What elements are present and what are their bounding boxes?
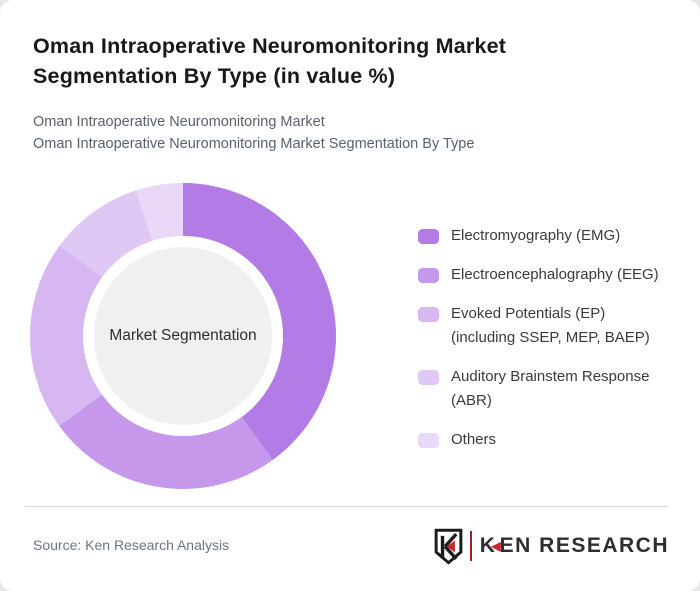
legend-item-others: Others <box>418 428 680 452</box>
legend-label-ep: Evoked Potentials (EP) (including SSEP, … <box>451 305 650 346</box>
page-title-line-1: Oman Intraoperative Neuromonitoring Mark… <box>33 34 507 58</box>
legend-item-ep: Evoked Potentials (EP) (including SSEP, … <box>418 302 680 350</box>
legend-swatch-ep <box>418 307 439 322</box>
wordmark-k: K <box>479 534 497 557</box>
donut-hole: Market Segmentation <box>83 236 283 436</box>
ken-research-shield-icon <box>434 528 463 565</box>
wordmark-rest: EN RESEARCH <box>499 534 669 557</box>
donut-center-label: Market Segmentation <box>109 327 257 344</box>
legend-item-eeg: Electroencephalography (EEG) <box>418 263 680 287</box>
chart-legend: Electromyography (EMG) Electroencephalog… <box>418 224 680 452</box>
page-title-line-2: Segmentation By Type (in value %) <box>33 64 396 88</box>
legend-label-eeg: Electroencephalography (EEG) <box>451 266 659 283</box>
ken-research-logo: K◀EN RESEARCH <box>434 526 669 566</box>
logo-divider-bar <box>469 531 472 561</box>
legend-item-abr: Auditory Brainstem Response (ABR) <box>418 365 680 413</box>
legend-swatch-abr <box>418 370 439 385</box>
legend-label-others: Others <box>451 431 497 448</box>
subtitle-line-2: Oman Intraoperative Neuromonitoring Mark… <box>33 136 475 152</box>
chart-subtitle: Oman Intraoperative Neuromonitoring Mark… <box>33 111 474 155</box>
logo-wordmark: K◀EN RESEARCH <box>480 534 669 558</box>
page-title: Oman Intraoperative Neuromonitoring Mark… <box>33 31 506 91</box>
legend-label-abr: Auditory Brainstem Response (ABR) <box>451 368 650 409</box>
legend-swatch-others <box>418 433 439 448</box>
legend-label-emg: Electromyography (EMG) <box>451 227 621 244</box>
logo-red-triangle-icon: ◀ <box>491 539 501 553</box>
donut-center-circle: Market Segmentation <box>94 247 272 425</box>
legend-swatch-eeg <box>418 268 439 283</box>
donut-chart: Market Segmentation <box>30 183 336 489</box>
legend-item-emg: Electromyography (EMG) <box>418 224 680 248</box>
legend-swatch-emg <box>418 229 439 244</box>
footer-divider <box>25 506 668 507</box>
source-text: Source: Ken Research Analysis <box>33 537 230 553</box>
subtitle-line-1: Oman Intraoperative Neuromonitoring Mark… <box>33 114 325 130</box>
